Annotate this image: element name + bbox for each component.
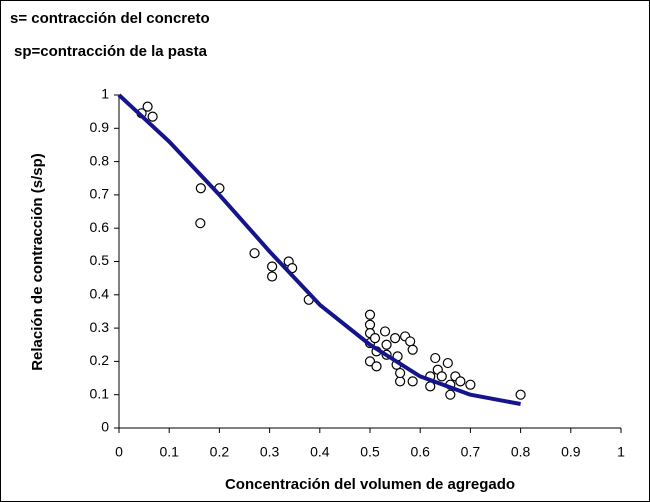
x-tick-label: 0.6 bbox=[410, 444, 430, 460]
data-point bbox=[142, 101, 153, 112]
data-point bbox=[249, 248, 260, 259]
x-tick-label: 1 bbox=[617, 444, 625, 460]
annotation: s= contracción del concreto bbox=[10, 10, 210, 27]
y-tick-label: 0 bbox=[101, 419, 109, 435]
y-tick-label: 0.8 bbox=[90, 152, 110, 168]
data-point bbox=[147, 111, 158, 122]
data-point bbox=[395, 376, 406, 387]
data-point bbox=[369, 332, 381, 344]
data-point bbox=[436, 371, 447, 382]
data-point bbox=[381, 339, 392, 350]
data-point bbox=[195, 183, 206, 194]
data-point bbox=[371, 361, 382, 372]
data-point bbox=[515, 389, 526, 400]
data-point bbox=[407, 376, 418, 387]
y-tick-label: 0.5 bbox=[90, 252, 110, 268]
y-tick-label: 0.3 bbox=[90, 319, 110, 335]
x-tick-label: 0.1 bbox=[159, 444, 179, 460]
y-tick-label: 0.1 bbox=[90, 385, 110, 401]
data-point bbox=[267, 271, 278, 282]
annotation: sp=contracción de la pasta bbox=[14, 43, 208, 60]
y-tick-label: 0.2 bbox=[90, 352, 110, 368]
x-tick-label: 0.5 bbox=[360, 444, 380, 460]
data-point bbox=[465, 379, 476, 390]
y-tick-label: 1 bbox=[101, 86, 109, 102]
y-tick-label: 0.6 bbox=[90, 219, 110, 235]
data-point bbox=[442, 357, 453, 369]
y-tick-label: 0.7 bbox=[90, 186, 110, 202]
x-tick-label: 0.3 bbox=[260, 444, 280, 460]
x-tick-label: 0 bbox=[115, 444, 123, 460]
x-axis-label: Concentración del volumen de agregado bbox=[225, 476, 515, 493]
x-tick-label: 0.4 bbox=[310, 444, 330, 460]
data-point bbox=[445, 389, 456, 400]
data-point bbox=[364, 309, 376, 320]
data-point bbox=[395, 367, 406, 379]
data-point bbox=[407, 344, 418, 355]
x-tick-label: 0.8 bbox=[511, 444, 531, 460]
x-tick-label: 0.9 bbox=[561, 444, 581, 460]
data-point bbox=[364, 319, 376, 330]
x-tick-label: 0.7 bbox=[461, 444, 481, 460]
data-point bbox=[390, 332, 401, 344]
data-point bbox=[430, 352, 441, 364]
x-tick-label: 0.2 bbox=[210, 444, 230, 460]
data-point bbox=[455, 376, 466, 387]
y-tick-label: 0.9 bbox=[90, 119, 110, 135]
data-point bbox=[379, 326, 391, 337]
data-point bbox=[195, 218, 206, 229]
y-axis-label: Relación de contracción (s/sp) bbox=[29, 153, 46, 371]
data-point bbox=[267, 261, 278, 272]
fit-line bbox=[117, 93, 521, 406]
data-point bbox=[405, 336, 416, 347]
y-tick-label: 0.4 bbox=[90, 286, 110, 302]
